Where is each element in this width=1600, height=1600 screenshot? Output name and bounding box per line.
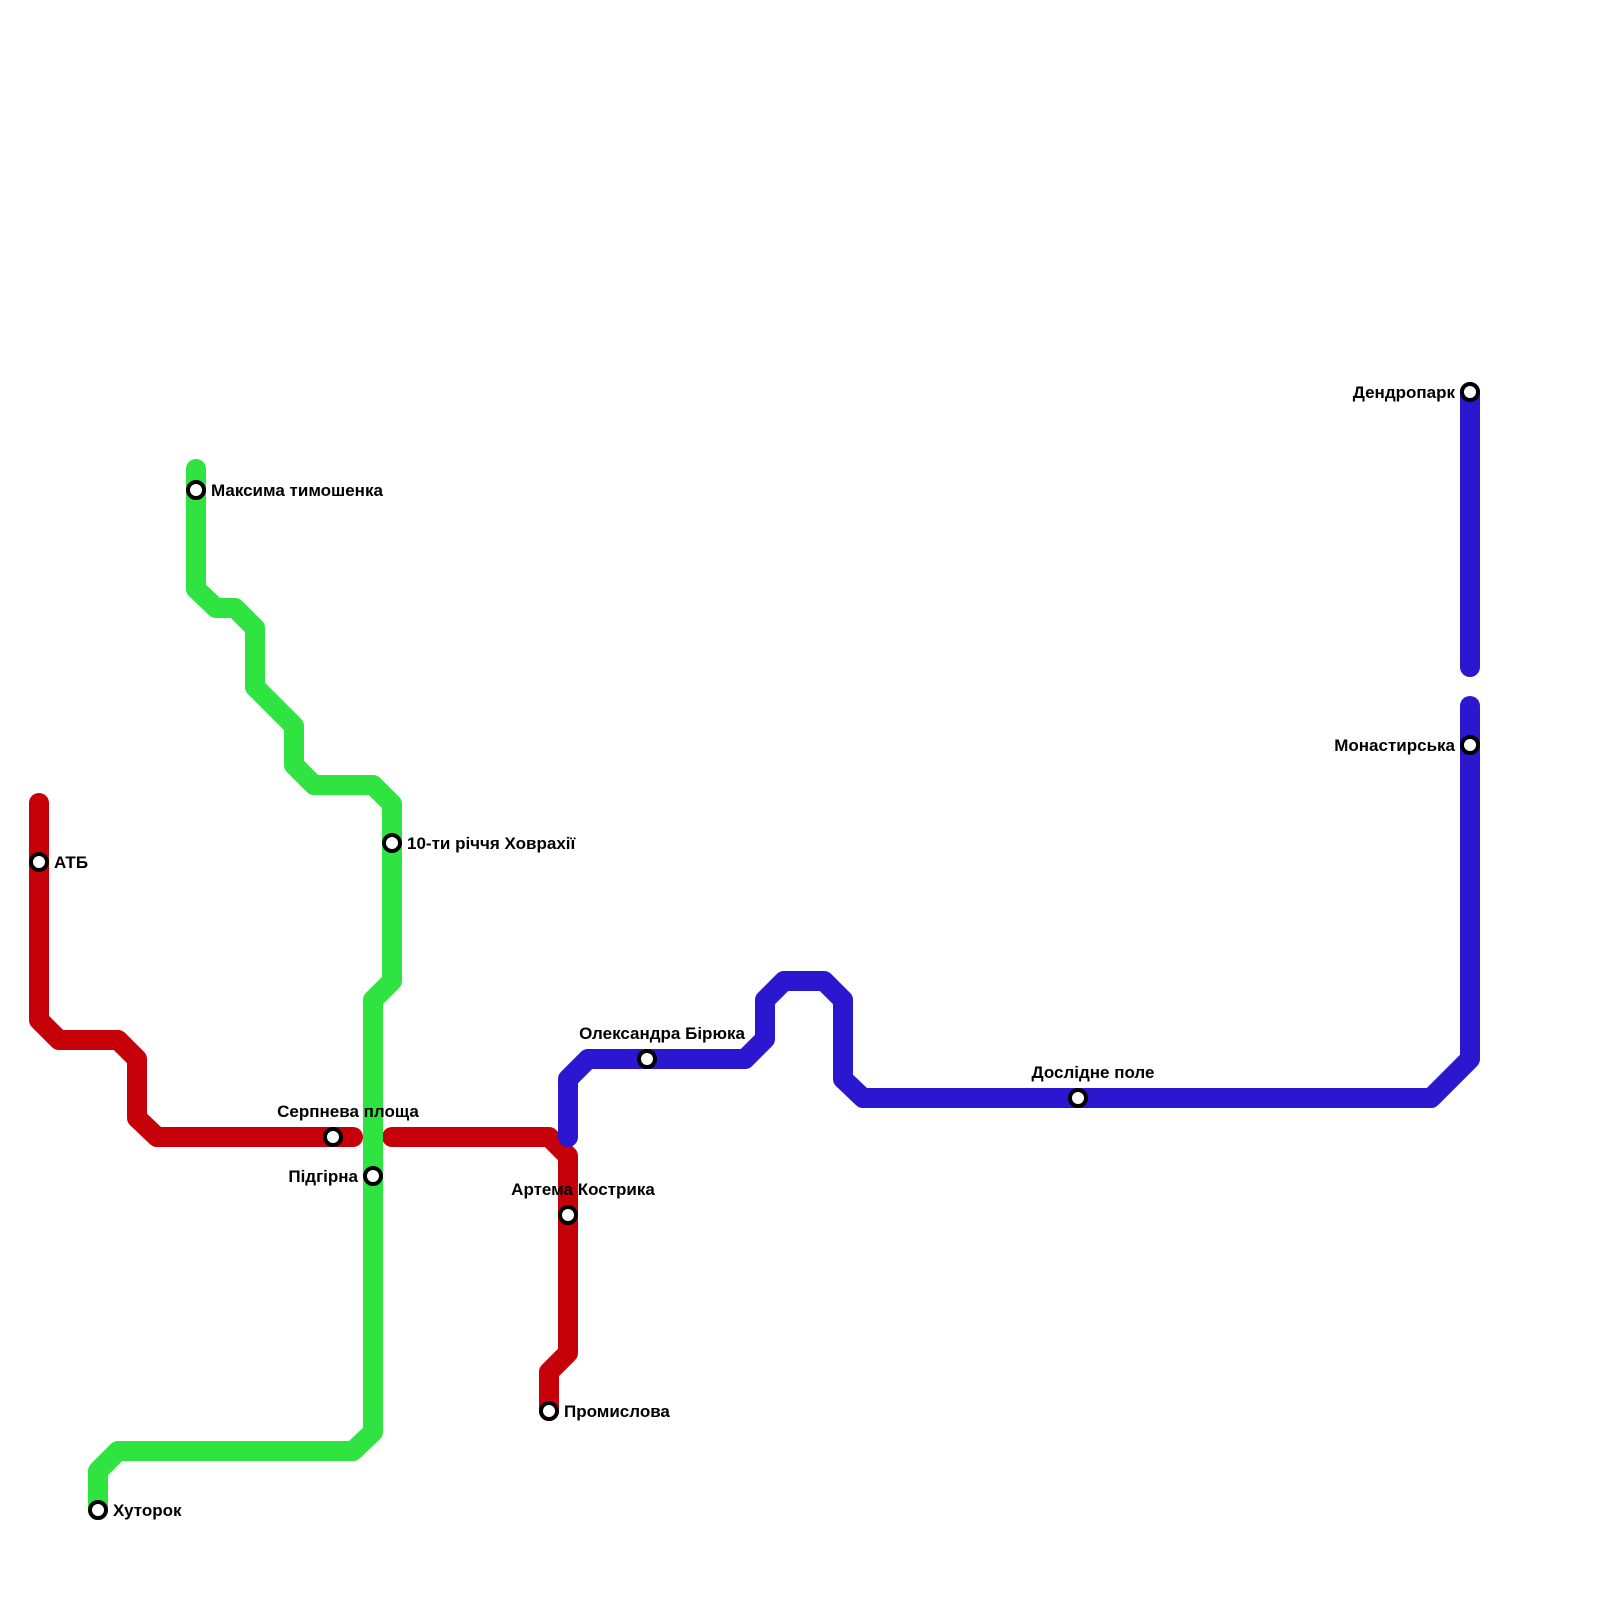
station-marker[interactable] xyxy=(1460,735,1480,755)
station-marker[interactable] xyxy=(186,480,206,500)
station-label: Максима тимошенка xyxy=(211,481,383,500)
station-marker[interactable] xyxy=(1460,382,1480,402)
station-label: Хуторок xyxy=(113,1501,182,1520)
blue-line-segment xyxy=(558,696,1480,1147)
station-label: Дослідне поле xyxy=(1032,1063,1155,1082)
station-label: Олександра Бірюка xyxy=(579,1024,745,1043)
station-marker[interactable] xyxy=(88,1500,108,1520)
red-line-segment xyxy=(29,793,363,1147)
green-line-segment xyxy=(88,459,402,1520)
station-label: Монастирська xyxy=(1334,736,1455,755)
station-marker[interactable] xyxy=(637,1049,657,1069)
station-marker[interactable] xyxy=(1068,1088,1088,1108)
station-marker[interactable] xyxy=(363,1166,383,1186)
station-label: 10-ти річчя Ховрахії xyxy=(407,834,577,853)
station-marker[interactable] xyxy=(558,1205,578,1225)
station-label: Дендропарк xyxy=(1353,383,1456,402)
station-label: АТБ xyxy=(54,853,88,872)
station-label: Промислова xyxy=(564,1402,670,1421)
station-marker[interactable] xyxy=(29,852,49,872)
station-label: Артема Кострика xyxy=(511,1180,655,1199)
station-marker[interactable] xyxy=(382,833,402,853)
station-marker[interactable] xyxy=(539,1401,559,1421)
station-marker[interactable] xyxy=(323,1127,343,1147)
red-line-segment xyxy=(382,1127,578,1421)
station-label: Підгірна xyxy=(288,1167,358,1186)
station-label: Серпнева площа xyxy=(277,1102,419,1121)
